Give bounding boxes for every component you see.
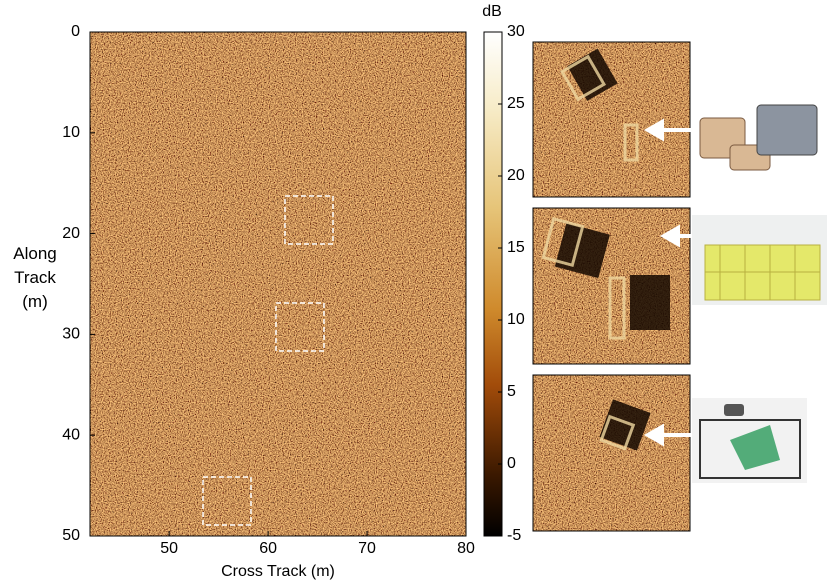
highlight-box [284, 195, 334, 245]
photos [692, 104, 827, 483]
y-tick-label: 30 [62, 326, 80, 343]
x-tick-label: 60 [259, 540, 277, 557]
inset-image [533, 375, 690, 531]
inset-image [533, 42, 690, 197]
colorbar [483, 31, 503, 537]
y-tick-label: 10 [62, 124, 80, 141]
colorbar-tick-label: 5 [507, 383, 516, 400]
y-tick-label: 50 [62, 527, 80, 544]
colorbar-tick-label: 15 [507, 239, 525, 256]
colorbar-tick-label: 25 [507, 95, 525, 112]
insets [532, 41, 700, 532]
colorbar-tick-label: 10 [507, 311, 525, 328]
y-axis-label: Along Track (m) [13, 244, 57, 311]
colorbar-tick-label: 30 [507, 23, 525, 40]
colorbar-tick-label: -5 [507, 527, 521, 544]
highlight-boxes [202, 195, 334, 526]
highlight-box [202, 476, 252, 526]
y-axis-label-box: Along Track (m) [13, 244, 57, 311]
x-tick-label: 70 [358, 540, 376, 557]
colorbar-label: dB [482, 3, 502, 20]
colorbar-tick-label: 0 [507, 455, 516, 472]
x-tick-label: 50 [160, 540, 178, 557]
x-axis-label: Cross Track (m) [221, 563, 335, 580]
y-tick-label: 20 [62, 225, 80, 242]
y-tick-label: 0 [71, 23, 80, 40]
y-tick-label: 40 [62, 426, 80, 443]
highlight-box [275, 302, 325, 352]
colorbar-tick-label: 20 [507, 167, 525, 184]
x-tick-label: 80 [457, 540, 475, 557]
sonar-image [90, 32, 466, 536]
plot-frame [89, 31, 467, 537]
